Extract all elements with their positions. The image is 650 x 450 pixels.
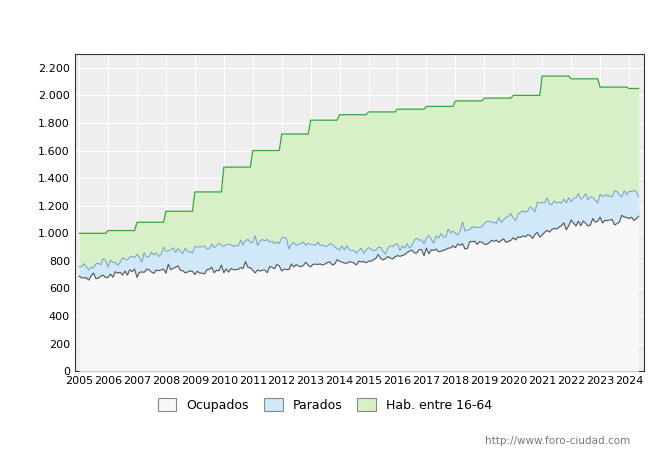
Text: http://www.foro-ciudad.com: http://www.foro-ciudad.com: [486, 436, 630, 446]
Legend: Ocupados, Parados, Hab. entre 16-64: Ocupados, Parados, Hab. entre 16-64: [154, 395, 496, 415]
Text: Pepino - Evolucion de la poblacion en edad de Trabajar Mayo de 2024: Pepino - Evolucion de la poblacion en ed…: [70, 16, 580, 31]
